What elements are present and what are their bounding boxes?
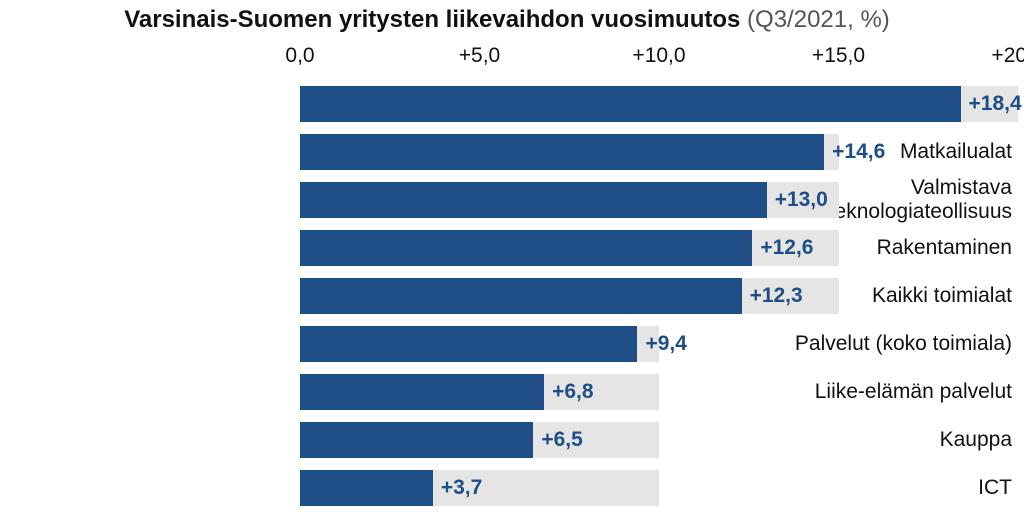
value-label: +6,8: [552, 380, 593, 404]
bar-row: Palvelut (koko toimiala) +9,4: [0, 320, 1018, 368]
value-label: +12,6: [760, 236, 813, 260]
chart-title: Varsinais-Suomen yritysten liikevaihdon …: [0, 6, 1014, 34]
bar: [300, 470, 433, 506]
bar-row: Rakentaminen+12,6: [0, 224, 1018, 272]
chart-title-main: Varsinais-Suomen yritysten liikevaihdon …: [124, 6, 740, 33]
bar: [300, 230, 752, 266]
bar-row: Kauppa +6,5: [0, 416, 1018, 464]
value-label: +13,0: [775, 188, 828, 212]
x-axis-tick-label: +5,0: [459, 44, 500, 68]
bar-row: Liike-elämän palvelut +6,8: [0, 368, 1018, 416]
category-label: Palvelut (koko toimiala): [724, 332, 1018, 356]
bar-row: Kaikki toimialat+12,3: [0, 272, 1018, 320]
bar: [300, 374, 544, 410]
bar: [300, 422, 533, 458]
bar: [300, 278, 742, 314]
category-label: Kauppa: [724, 428, 1018, 452]
value-label: +18,4: [969, 92, 1022, 116]
x-axis-tick-label: +10,0: [632, 44, 685, 68]
x-axis-labels: 0,0 +5,0 +10,0 +15,0 +20,0: [0, 44, 1024, 72]
value-label: +14,6: [832, 140, 885, 164]
x-axis-tick-label: +15,0: [812, 44, 865, 68]
value-label: +3,7: [441, 476, 482, 500]
revenue-change-chart: Varsinais-Suomen yritysten liikevaihdon …: [0, 0, 1024, 514]
x-axis-tick-label: 0,0: [285, 44, 314, 68]
plot-area: Teollisuus (koko toimiala)+18,4Matkailua…: [0, 80, 1024, 514]
bar: [300, 326, 637, 362]
value-label: +9,4: [645, 332, 686, 356]
chart-title-sub: (Q3/2021, %): [740, 6, 889, 33]
value-label: +12,3: [750, 284, 803, 308]
bar-row: ICT +3,7: [0, 464, 1018, 512]
category-label: ICT: [724, 476, 1018, 500]
value-label: +6,5: [541, 428, 582, 452]
category-label: Liike-elämän palvelut: [724, 380, 1018, 404]
bar-row: Teollisuus (koko toimiala)+18,4: [0, 80, 1018, 128]
bar-row: Matkailualat+14,6: [0, 128, 1018, 176]
x-axis-tick-label: +20,0: [991, 44, 1024, 68]
bar: [300, 86, 961, 122]
bar: [300, 134, 824, 170]
bar: [300, 182, 767, 218]
bar-row: Valmistava teknologiateollisuus+13,0: [0, 176, 1018, 224]
